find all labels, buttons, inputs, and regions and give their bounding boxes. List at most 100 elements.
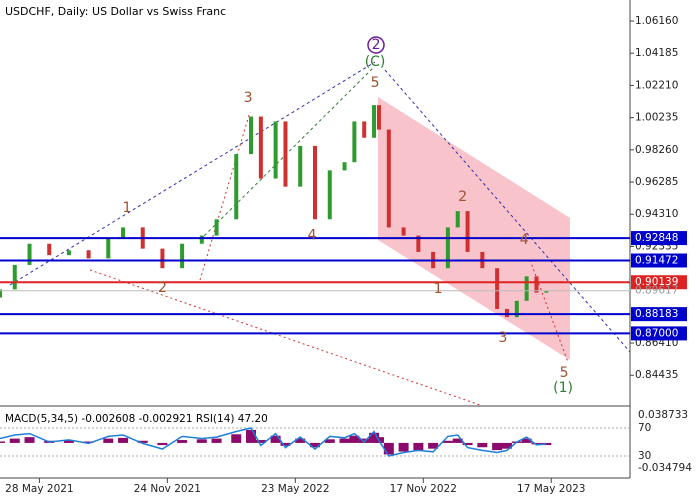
x-tick-label: 17 May 2023 [517, 483, 585, 495]
candle [342, 162, 347, 171]
wave-label: 2 [372, 37, 381, 53]
candle [273, 121, 278, 179]
wave-label: 4 [308, 228, 317, 244]
x-tick-label: 28 May 2021 [5, 483, 73, 495]
candle [234, 154, 239, 220]
macd-bar [492, 442, 503, 451]
y-tick-label: 0.84435 [635, 369, 678, 381]
macd-bar [310, 442, 320, 448]
macd-bar [24, 437, 35, 443]
candle [514, 300, 519, 318]
level-label: 0.91472 [635, 254, 678, 266]
macd-bar [462, 442, 473, 446]
candle [504, 308, 509, 318]
channel [378, 97, 570, 360]
trend-line [384, 69, 631, 353]
plot [0, 105, 549, 318]
wave-label: 3 [244, 90, 253, 106]
macd-bar [359, 438, 370, 443]
candle [455, 211, 460, 228]
candle [298, 145, 303, 187]
macd-bar [452, 438, 463, 443]
x-tick-label: 23 May 2022 [261, 483, 329, 495]
y-tick-label: 0.98260 [635, 144, 678, 156]
macd-bar [118, 437, 129, 443]
y-tick-label: 0.96285 [635, 176, 678, 188]
candle [27, 243, 32, 265]
candle [249, 116, 254, 155]
macd-bar [339, 438, 350, 443]
trend-line [529, 259, 569, 363]
candle [66, 250, 71, 256]
candle [386, 129, 391, 228]
candle [313, 145, 317, 220]
rsi-level-label: 70 [638, 422, 651, 434]
macd-bar [398, 442, 409, 452]
macd-bar [157, 442, 168, 446]
wave-label: 5 [560, 365, 569, 381]
wave-label: 1 [434, 281, 443, 297]
candle [283, 121, 288, 187]
macd-bar [211, 438, 222, 443]
candle [106, 238, 111, 259]
candle [465, 211, 470, 252]
macd-bar [231, 434, 242, 443]
wave-label: 4 [520, 232, 529, 248]
indicator-tick-label: -0.034794 [638, 462, 692, 474]
candle [524, 276, 529, 301]
y-tick-label: 0.94310 [635, 208, 678, 220]
candle [352, 121, 357, 163]
y-tick-label: 1.02210 [635, 79, 678, 91]
candle [121, 227, 126, 239]
macd-bar [295, 438, 306, 443]
candle [416, 235, 421, 252]
trend-line [199, 111, 251, 281]
candle [180, 243, 185, 269]
candle [544, 291, 549, 293]
candle [47, 243, 52, 256]
macd-bar [280, 442, 291, 446]
rsi-level-label: 30 [638, 450, 651, 462]
level-box [631, 307, 687, 322]
macd-bar [270, 435, 281, 443]
macd-bar [521, 438, 532, 443]
indicator-title: MACD(5,34,5) -0.002608 -0.002921 RSI(14)… [5, 413, 268, 425]
macd-bar [9, 438, 20, 443]
x-tick-label: 24 Nov 2021 [134, 483, 201, 495]
chart-title: USDCHF, Daily: US Dollar vs Swiss Franc [5, 5, 226, 18]
y-tick-label: 1.06160 [635, 15, 678, 27]
candle [160, 248, 165, 269]
wave-label: 1 [123, 200, 132, 216]
level-label: 0.88183 [635, 308, 678, 320]
macd-bar [177, 440, 188, 443]
candle [86, 250, 91, 259]
macd-bar [428, 442, 439, 449]
wave-circle [367, 36, 385, 54]
macd-bar [137, 440, 148, 443]
candle [534, 276, 539, 293]
indicator-tick-label: 0.038733 [638, 409, 688, 421]
y-tick-label: 1.04185 [635, 47, 678, 59]
level-box [631, 231, 687, 246]
macd-bar [442, 440, 453, 443]
candle [362, 121, 367, 138]
trend-line [89, 269, 481, 406]
candle [372, 105, 377, 138]
current-price-label: 0.89617 [635, 285, 678, 297]
candle [258, 116, 263, 179]
level-label: 0.92848 [635, 232, 678, 244]
candle [376, 105, 381, 130]
level-box [631, 253, 687, 268]
macd-bar [477, 442, 488, 448]
macd-bar [501, 442, 512, 449]
x-tick-label: 17 Nov 2022 [390, 483, 457, 495]
macd-bar [531, 442, 542, 445]
candle [12, 264, 17, 290]
candle [401, 227, 406, 236]
wave-label: (C) [365, 54, 386, 70]
wave-label: (1) [553, 380, 573, 396]
macd-bar [103, 438, 114, 443]
